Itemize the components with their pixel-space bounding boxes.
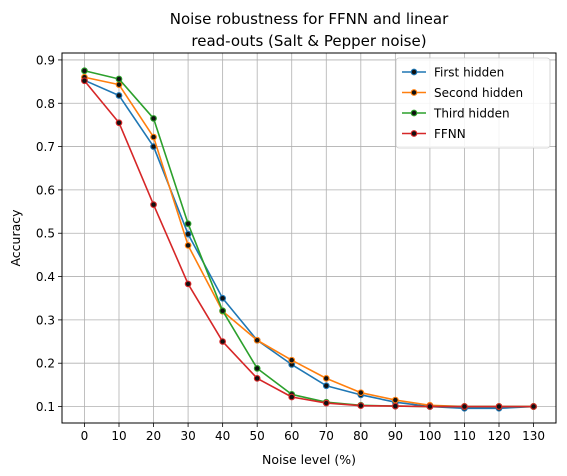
data-point-ffnn [322,399,330,407]
legend-label: FFNN [434,127,466,141]
data-point-second-hidden [357,389,365,397]
chart-title-line-2: read-outs (Salt & Pepper noise) [191,32,426,50]
y-tick-label: 0.6 [36,183,55,197]
x-tick-label: 110 [453,429,476,443]
data-point-ffnn [81,77,88,85]
data-point-second-hidden [392,396,399,404]
data-point-second-hidden [288,356,296,364]
series-ffnn [81,77,537,410]
x-axis-label: Noise level (%) [262,452,356,467]
data-point-ffnn [115,119,123,127]
x-tick-label: 60 [284,429,299,443]
legend-item: Third hidden [402,107,510,121]
legend-label: Third hidden [433,107,510,121]
legend-item: First hidden [402,66,504,80]
legend-item: Second hidden [402,86,523,100]
y-tick-label: 0.9 [36,53,55,67]
data-point-ffnn [288,393,296,401]
y-tick-label: 0.1 [36,400,55,414]
legend-marker [410,89,418,96]
y-tick-label: 0.7 [36,140,55,154]
legend-label: First hidden [434,66,504,80]
x-tick-label: 30 [180,429,195,443]
plot-frame [61,52,557,424]
x-tick-label: 100 [418,429,441,443]
y-tick-label: 0.8 [36,97,55,111]
data-point-first-hidden [322,382,330,390]
data-point-third-hidden [81,67,88,75]
data-point-third-hidden [115,75,123,83]
series-layer [81,67,537,412]
x-tick-label: 50 [250,429,265,443]
data-point-second-hidden [253,336,261,344]
data-point-ffnn [461,403,468,410]
legend-marker [410,68,418,76]
x-tick-label: 40 [215,429,230,443]
data-point-second-hidden [322,375,330,382]
data-point-ffnn [357,402,365,410]
data-point-ffnn [219,338,226,345]
data-point-ffnn [150,201,157,208]
data-point-second-hidden [150,133,157,141]
data-point-ffnn [495,403,503,410]
x-tick-label: 90 [388,429,403,443]
y-tick-label: 0.3 [36,313,55,327]
data-point-ffnn [253,375,261,382]
legend-marker [410,109,418,117]
y-axis-ticks: 0.1 0.2 0.3 0.4 0.5 0.6 0.7 0.8 0.9 [36,53,62,414]
x-tick-label: 10 [111,429,126,443]
x-axis-ticks: 0 10 20 30 40 50 60 70 80 90 100 110 120 130 [81,423,545,443]
x-tick-label: 80 [353,429,368,443]
y-tick-label: 0.2 [36,357,55,371]
data-point-second-hidden [184,242,192,249]
x-tick-label: 20 [146,429,161,443]
data-point-second-hidden [115,81,123,88]
data-point-ffnn [426,403,434,410]
y-tick-label: 0.4 [36,270,55,284]
data-point-first-hidden [184,230,192,238]
legend-marker [410,130,418,137]
legend-label: Second hidden [434,86,523,100]
data-point-third-hidden [253,365,261,372]
y-axis-label: Accuracy [8,209,23,267]
x-tick-label: 0 [81,429,89,443]
legend-item: FFNN [402,127,466,141]
legend-box [395,57,551,149]
x-tick-label: 130 [522,429,545,443]
data-point-third-hidden [219,307,226,315]
series-line-ffnn [83,80,534,408]
data-point-third-hidden [184,220,192,228]
data-point-third-hidden [150,115,157,122]
y-tick-label: 0.5 [36,227,55,241]
x-tick-label: 70 [319,429,334,443]
data-point-ffnn [392,402,399,410]
data-point-ffnn [530,403,537,410]
chart-title-line-1: Noise robustness for FFNN and linear [170,10,449,28]
legend: First hidden Second hidden Third hidden FFN… [395,57,551,149]
x-tick-label: 120 [488,429,511,443]
data-point-ffnn [184,280,192,288]
data-point-first-hidden [219,294,226,302]
series-line-first-hidden [84,79,534,410]
data-point-first-hidden [115,92,123,99]
